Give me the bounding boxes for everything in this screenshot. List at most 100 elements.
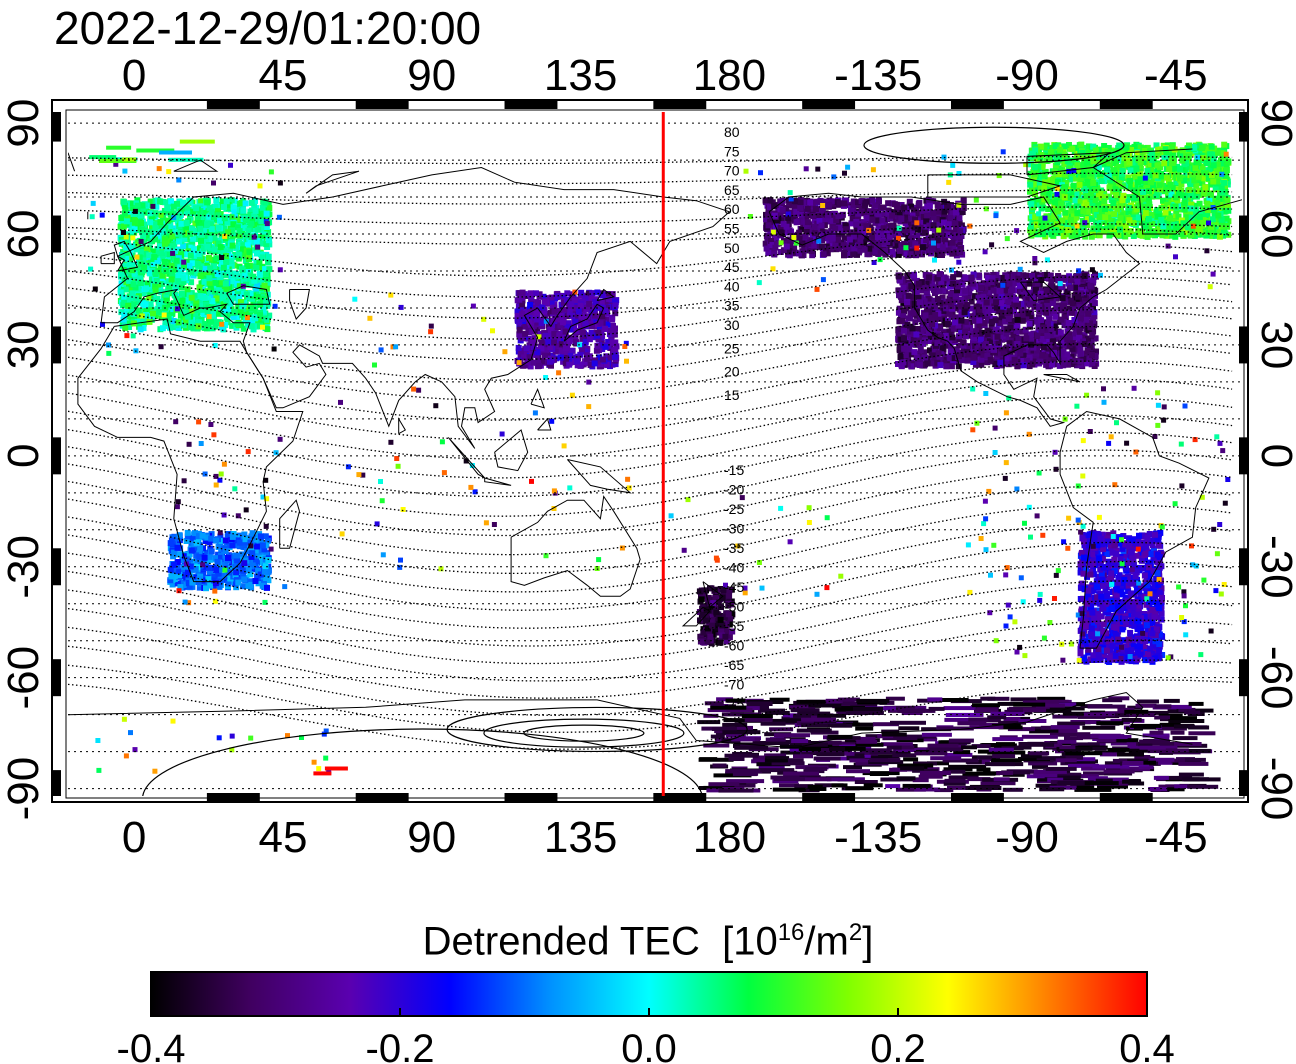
tec-cell bbox=[218, 537, 225, 544]
tec-cell bbox=[147, 270, 154, 277]
tec-cell bbox=[946, 338, 953, 345]
tec-cell bbox=[176, 532, 183, 539]
tec-cell bbox=[159, 272, 166, 279]
tec-cell bbox=[131, 211, 138, 217]
tec-cell bbox=[530, 344, 537, 350]
tec-cell bbox=[909, 325, 916, 332]
tec-cell bbox=[571, 297, 578, 304]
tec-cell bbox=[929, 321, 936, 328]
tec-cell bbox=[904, 325, 911, 332]
tec-cell bbox=[1002, 360, 1009, 367]
tec-cell bbox=[515, 344, 522, 351]
tec-cell bbox=[982, 341, 989, 347]
tec-cell bbox=[988, 324, 995, 330]
tec-cell bbox=[542, 332, 549, 339]
tec-cell bbox=[934, 339, 941, 346]
tec-cell bbox=[1052, 276, 1059, 283]
tec-cell bbox=[1064, 336, 1071, 343]
tec-cell bbox=[1060, 342, 1067, 348]
tec-cell bbox=[240, 572, 246, 579]
tec-cell bbox=[125, 211, 132, 217]
tec-cell bbox=[141, 264, 148, 271]
tec-cell bbox=[198, 232, 205, 239]
tec-cell bbox=[925, 277, 932, 284]
tec-cell bbox=[729, 628, 736, 635]
tec-cell bbox=[1023, 357, 1030, 364]
tec-cell bbox=[192, 310, 199, 317]
tec-cell bbox=[1077, 350, 1084, 357]
tec-cell bbox=[1067, 277, 1074, 284]
tec-cell bbox=[981, 320, 988, 326]
tec-cell bbox=[204, 221, 211, 228]
tec-cell bbox=[1026, 301, 1033, 308]
tec-cell bbox=[171, 568, 178, 575]
tec-cell bbox=[223, 285, 230, 292]
tec-cell bbox=[583, 359, 589, 366]
tec-cell bbox=[1040, 301, 1047, 308]
tec-cell bbox=[1045, 345, 1052, 352]
tec-cell bbox=[931, 346, 938, 353]
tec-cell bbox=[178, 290, 185, 297]
tec-cell bbox=[562, 328, 569, 335]
tec-cell bbox=[266, 205, 273, 211]
tec-cell bbox=[1085, 355, 1092, 362]
tec-cell bbox=[1007, 288, 1014, 295]
tec-cell bbox=[211, 234, 218, 241]
tec-cell bbox=[239, 246, 246, 253]
tec-cell bbox=[1077, 304, 1084, 311]
tec-cell bbox=[1084, 573, 1090, 580]
tec-cell bbox=[164, 204, 171, 211]
tec-cell bbox=[1067, 284, 1074, 291]
tec-cell bbox=[1094, 559, 1101, 566]
tec-cell bbox=[236, 543, 243, 550]
tec-cell bbox=[1038, 277, 1045, 283]
tec-cell bbox=[535, 299, 541, 306]
tec-cell bbox=[1090, 328, 1097, 335]
tec-cell bbox=[1091, 300, 1098, 307]
tec-cell bbox=[1027, 314, 1034, 321]
tec-cell bbox=[140, 320, 147, 327]
tec-cell bbox=[253, 536, 260, 543]
tec-cell bbox=[577, 302, 584, 309]
tec-cell bbox=[193, 210, 200, 217]
tec-cell bbox=[515, 303, 522, 310]
tec-cell bbox=[156, 301, 163, 308]
tec-cell bbox=[178, 220, 185, 227]
tec-cell bbox=[556, 347, 563, 354]
tec-cell bbox=[582, 320, 589, 327]
tec-cell bbox=[173, 257, 180, 264]
tec-cell bbox=[1051, 310, 1058, 317]
tec-cell bbox=[1044, 271, 1051, 278]
tec-cell bbox=[516, 326, 523, 333]
tec-cell bbox=[981, 330, 988, 337]
tec-cell bbox=[547, 344, 554, 351]
tec-cell bbox=[1095, 573, 1102, 580]
tec-cell bbox=[978, 356, 985, 363]
tec-cell bbox=[228, 258, 235, 265]
tec-cell bbox=[193, 300, 200, 307]
tec-cell bbox=[192, 220, 199, 227]
tec-cell bbox=[193, 303, 200, 310]
tec-cell bbox=[604, 321, 611, 328]
tec-cell bbox=[968, 305, 975, 312]
tec-cell bbox=[206, 279, 213, 286]
tec-cell bbox=[589, 323, 595, 330]
tec-cell bbox=[596, 299, 603, 306]
tec-cell bbox=[1018, 307, 1025, 314]
tec-cell bbox=[148, 228, 155, 235]
tec-cell bbox=[1019, 328, 1026, 335]
tec-cell bbox=[170, 553, 177, 560]
tec-cell bbox=[941, 359, 948, 366]
tec-cell bbox=[1059, 338, 1066, 345]
tec-cell bbox=[530, 359, 537, 366]
tec-cell bbox=[911, 349, 918, 356]
tec-cell bbox=[1099, 531, 1106, 538]
tec-cell bbox=[1026, 354, 1033, 361]
tec-cell bbox=[924, 302, 931, 309]
tec-cell bbox=[1083, 316, 1090, 323]
tec-cell bbox=[230, 313, 237, 320]
tec-cell bbox=[137, 261, 144, 268]
tec-cell bbox=[970, 340, 976, 347]
tec-cell bbox=[595, 329, 602, 336]
tec-cell bbox=[229, 242, 236, 249]
